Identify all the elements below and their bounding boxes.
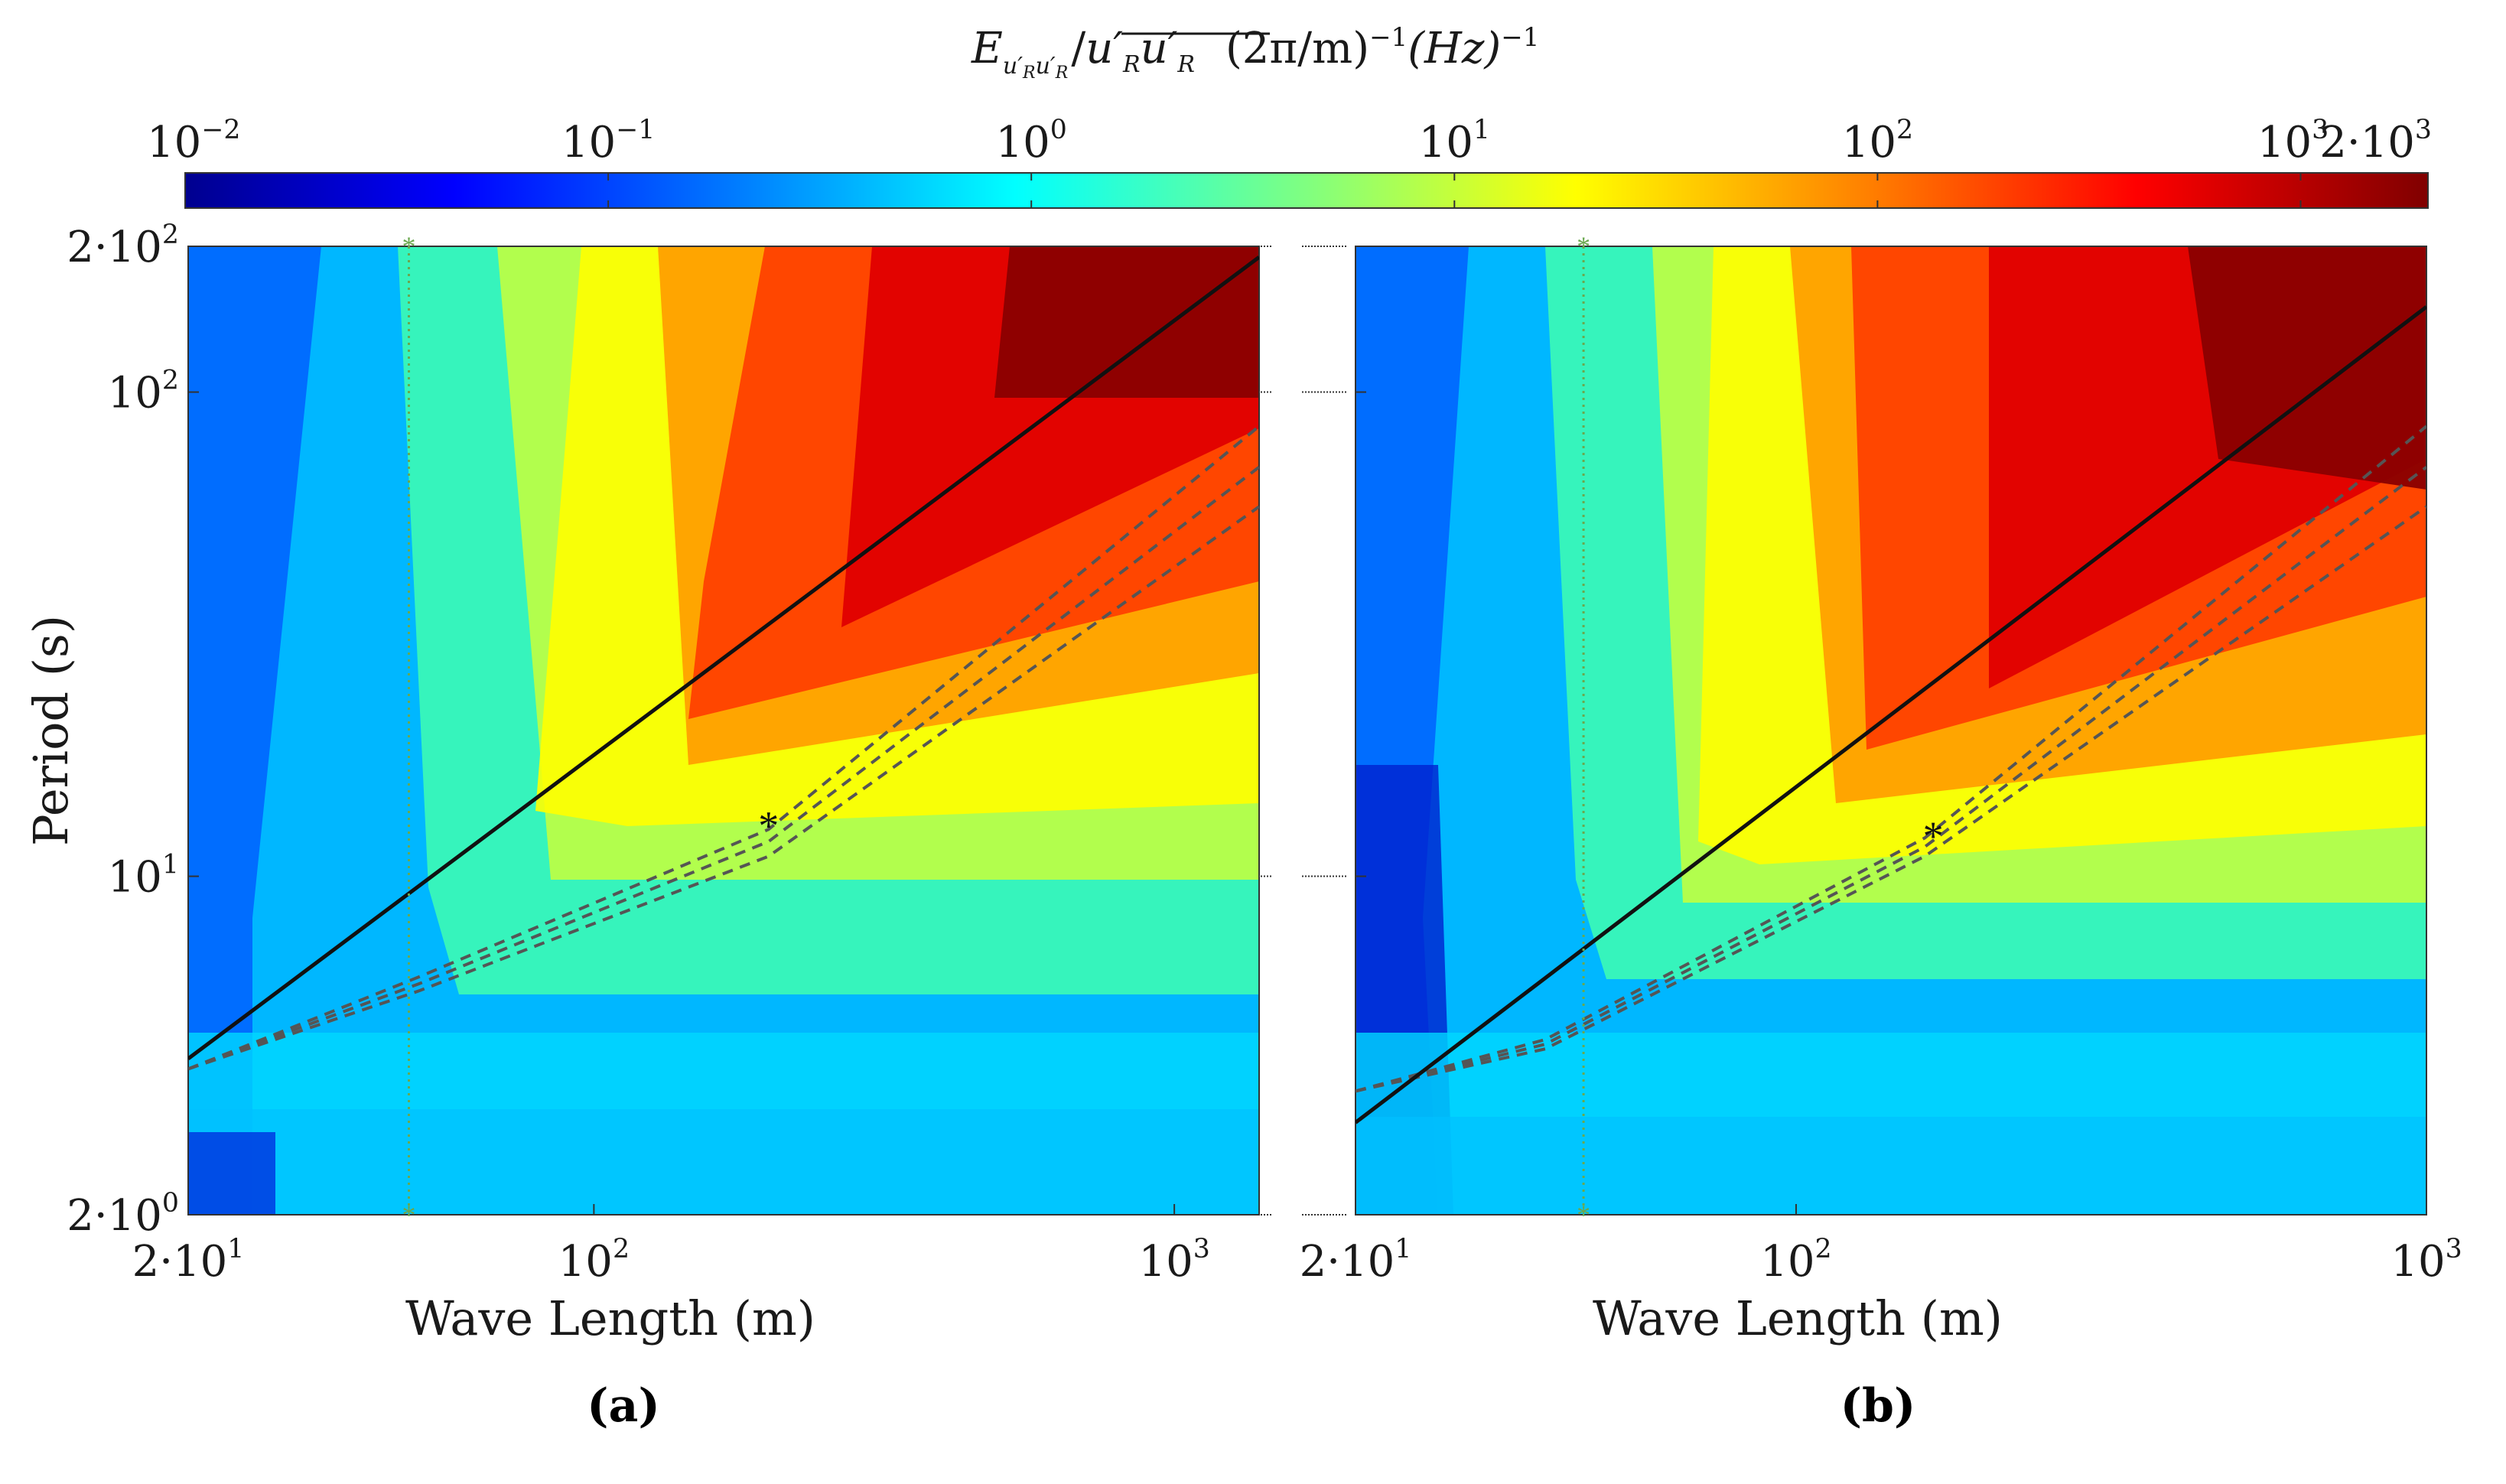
colorbar-tick-label: 103 xyxy=(2257,115,2329,168)
x-axis-label-a: Wave Length (m) xyxy=(405,1290,815,1346)
dashed-dispersion-line xyxy=(188,505,1259,1071)
x-tick-label: 2·101 xyxy=(1300,1234,1412,1287)
dashed-dispersion-line xyxy=(188,425,1259,1071)
panel-b: * * * 2·101 102 103 Wave Length (m) (b) xyxy=(1300,231,2462,1433)
lines-b: * * * xyxy=(1356,231,2426,1230)
solid-dispersion-line xyxy=(1356,305,2426,1124)
axes-b: 2·101 102 103 xyxy=(1300,246,2462,1287)
colorbar-title-over: u′ xyxy=(1085,24,1123,73)
dashed-dispersion-line xyxy=(1356,425,2426,1093)
x-tick-label: 102 xyxy=(558,1234,630,1287)
colorbar-title-units-exp: −1 xyxy=(1369,22,1408,53)
y-tick-label: 2·100 xyxy=(67,1188,179,1241)
colorbar-title-units2-exp: −1 xyxy=(1501,22,1539,53)
colorbar-tick-label: 2·103 xyxy=(2319,115,2432,168)
dashed-dispersion-line xyxy=(1356,466,2426,1093)
x-tick-label: 2·101 xyxy=(132,1234,245,1287)
panel-a: * * * 2·101 102 103 2·100 101 102 2·102 Wave Len… xyxy=(23,220,1271,1433)
heatmap-b xyxy=(1356,246,2426,1215)
x-axis-label-b: Wave Length (m) xyxy=(1593,1290,2003,1346)
colorbar-title-sub2: u′ xyxy=(1036,53,1056,80)
colorbar-title: Eu′Ru′R/u′Ru′R (2π/m)−1(Hz)−1 xyxy=(971,22,1539,83)
x-tick-label: 102 xyxy=(1760,1234,1831,1287)
colorbar xyxy=(184,172,2429,209)
x-tick-label: 103 xyxy=(2390,1234,2462,1287)
colorbar-title-over-sub: R xyxy=(1122,51,1141,78)
y-tick-label: 101 xyxy=(108,850,179,903)
axes-a: 2·101 102 103 2·100 101 102 2·102 xyxy=(67,220,1271,1287)
colorbar-tick-label: 10−2 xyxy=(147,115,240,168)
heatmap-a xyxy=(188,246,1259,1215)
colorbar-title-subsub: R xyxy=(1022,63,1036,83)
y-axis-label-a: Period (s) xyxy=(23,615,79,846)
colorbar-title-main: E xyxy=(971,24,1003,73)
colorbar-title-over2: u′ xyxy=(1141,24,1178,73)
colorbar-tick-label: 100 xyxy=(996,115,1067,168)
dashed-dispersion-line xyxy=(1356,505,2426,1093)
colorbar-tick-label: 102 xyxy=(1842,115,1913,168)
colorbar-title-units: (2π/m) xyxy=(1225,24,1369,73)
colorbar-title-sub: u′ xyxy=(1003,53,1023,80)
y-tick-label: 2·102 xyxy=(67,220,179,272)
colorbar-tick-label: 101 xyxy=(1419,115,1490,168)
line-group xyxy=(1356,305,2426,1124)
colorbar-title-units2: (Hz) xyxy=(1408,24,1501,73)
peak-star-marker: * xyxy=(758,803,779,849)
panel-label-b: (b) xyxy=(1840,1379,1916,1433)
line-group xyxy=(188,255,1259,1071)
peak-star-marker: * xyxy=(1923,813,1944,859)
vertical-marker-star-top: * xyxy=(1577,231,1590,262)
colorbar-title-over2-sub: R xyxy=(1177,51,1195,78)
vertical-marker-star-top: * xyxy=(402,231,415,262)
vertical-marker-star-bottom: * xyxy=(402,1199,415,1230)
colorbar-title-subsub2: R xyxy=(1055,63,1069,83)
panel-label-a: (a) xyxy=(587,1379,660,1433)
colorbar-tick-label: 10−1 xyxy=(561,115,655,168)
y-tick-label: 102 xyxy=(108,366,179,418)
x-tick-label: 103 xyxy=(1138,1234,1209,1287)
vertical-marker-star-bottom: * xyxy=(1577,1199,1590,1230)
lines-a: * * * xyxy=(188,231,1259,1230)
solid-dispersion-line xyxy=(188,255,1259,1061)
